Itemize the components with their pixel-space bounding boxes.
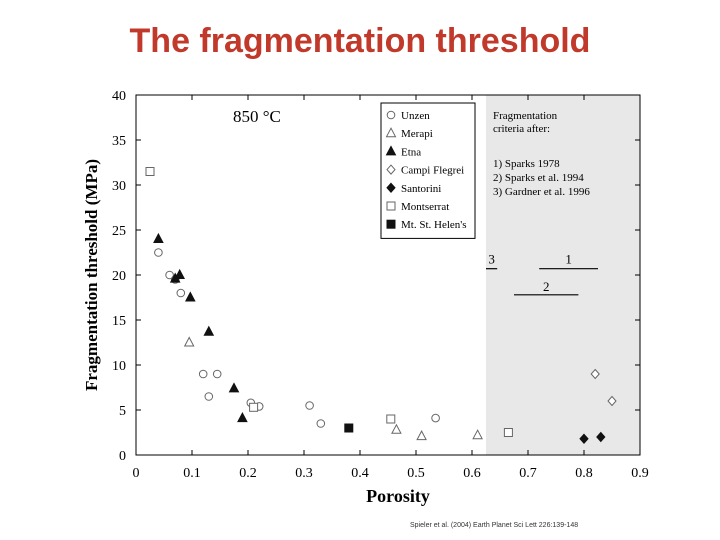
series-montserrat — [145, 167, 513, 437]
data-point — [183, 336, 195, 347]
legend-box — [380, 102, 476, 239]
x-tick-label: 0.9 — [631, 466, 649, 481]
x-tick-label: 0.8 — [575, 466, 593, 481]
legend-marker — [386, 110, 396, 120]
y-tick-label: 0 — [119, 449, 126, 464]
series-campi-flegrei — [590, 368, 617, 407]
legend-label: Mt. St. Helen's — [401, 219, 467, 231]
data-point — [249, 402, 259, 412]
legend-label: Merapi — [401, 128, 433, 140]
data-point — [316, 419, 326, 428]
data-point — [579, 433, 589, 445]
legend-label: Santorini — [401, 183, 441, 195]
data-point — [590, 368, 600, 380]
data-point — [237, 412, 248, 423]
temperature-annotation: 850 °C — [233, 107, 281, 126]
legend-label: Campi Flegrei — [401, 165, 464, 177]
citation: Spieler et al. (2004) Earth Planet Sci L… — [410, 522, 579, 529]
x-tick-label: 0.1 — [183, 466, 201, 481]
data-point — [176, 288, 186, 298]
data-point — [165, 270, 174, 280]
data-point — [391, 423, 402, 434]
data-point — [228, 382, 240, 393]
x-tick-label: 0.5 — [407, 466, 425, 481]
data-point — [431, 413, 440, 423]
data-point — [212, 369, 222, 379]
y-tick-label: 5 — [119, 404, 126, 419]
series-mt-st-helen-s — [344, 423, 354, 433]
x-tick-label: 0 — [133, 466, 140, 481]
x-axis-title: Porosity — [366, 486, 430, 506]
data-point — [174, 268, 186, 279]
data-point — [153, 232, 164, 243]
legend-marker — [385, 127, 397, 138]
data-point — [198, 369, 208, 379]
data-point — [416, 430, 427, 441]
x-tick-label: 0.7 — [519, 466, 537, 481]
criteria-title-line: criteria after: — [493, 123, 550, 135]
data-point — [386, 414, 396, 424]
criteria-region — [486, 95, 640, 455]
legend-marker — [386, 219, 396, 229]
data-point — [145, 167, 155, 176]
y-tick-label: 10 — [112, 359, 126, 374]
criteria-line-label: 2 — [543, 279, 550, 294]
x-tick-label: 0.6 — [463, 466, 481, 481]
series-santorini — [579, 431, 606, 445]
legend-label: Montserrat — [401, 201, 449, 213]
y-tick-label: 40 — [112, 89, 126, 104]
legend-label: Etna — [401, 146, 421, 158]
legend-marker — [386, 164, 396, 175]
criteria-title-line: Fragmentation — [493, 110, 558, 122]
y-tick-label: 30 — [112, 179, 126, 194]
data-point — [472, 429, 483, 440]
criteria-entry: 2) Sparks et al. 1994 — [493, 172, 584, 184]
x-tick-label: 0.2 — [239, 466, 257, 481]
data-point — [154, 248, 163, 257]
y-tick-label: 20 — [112, 269, 126, 284]
data-point — [184, 291, 196, 302]
data-point — [203, 325, 215, 336]
data-point — [204, 392, 214, 401]
data-point — [503, 428, 513, 437]
criteria-entry: 3) Gardner et al. 1996 — [493, 186, 590, 198]
legend-marker — [386, 182, 396, 194]
criteria-line-label: 1 — [565, 252, 572, 267]
x-tick-label: 0.3 — [295, 466, 313, 481]
criteria-line-label: 3 — [488, 252, 495, 267]
series-unzen — [154, 248, 440, 428]
data-point — [344, 423, 354, 433]
series-etna — [153, 232, 248, 423]
legend-marker — [386, 201, 396, 211]
series-merapi — [183, 336, 483, 441]
legend-marker — [385, 145, 397, 156]
x-tick-label: 0.4 — [351, 466, 369, 481]
y-axis-title: Fragmentation threshold (MPa) — [82, 159, 101, 391]
criteria-entry: 1) Sparks 1978 — [493, 158, 560, 170]
y-tick-label: 25 — [112, 224, 126, 239]
data-point — [305, 401, 314, 410]
y-tick-label: 35 — [112, 134, 126, 149]
data-point — [607, 395, 617, 407]
legend-label: Unzen — [401, 110, 430, 122]
data-point — [596, 431, 606, 443]
y-tick-label: 15 — [112, 314, 126, 329]
slide-title: The fragmentation threshold — [129, 22, 591, 60]
